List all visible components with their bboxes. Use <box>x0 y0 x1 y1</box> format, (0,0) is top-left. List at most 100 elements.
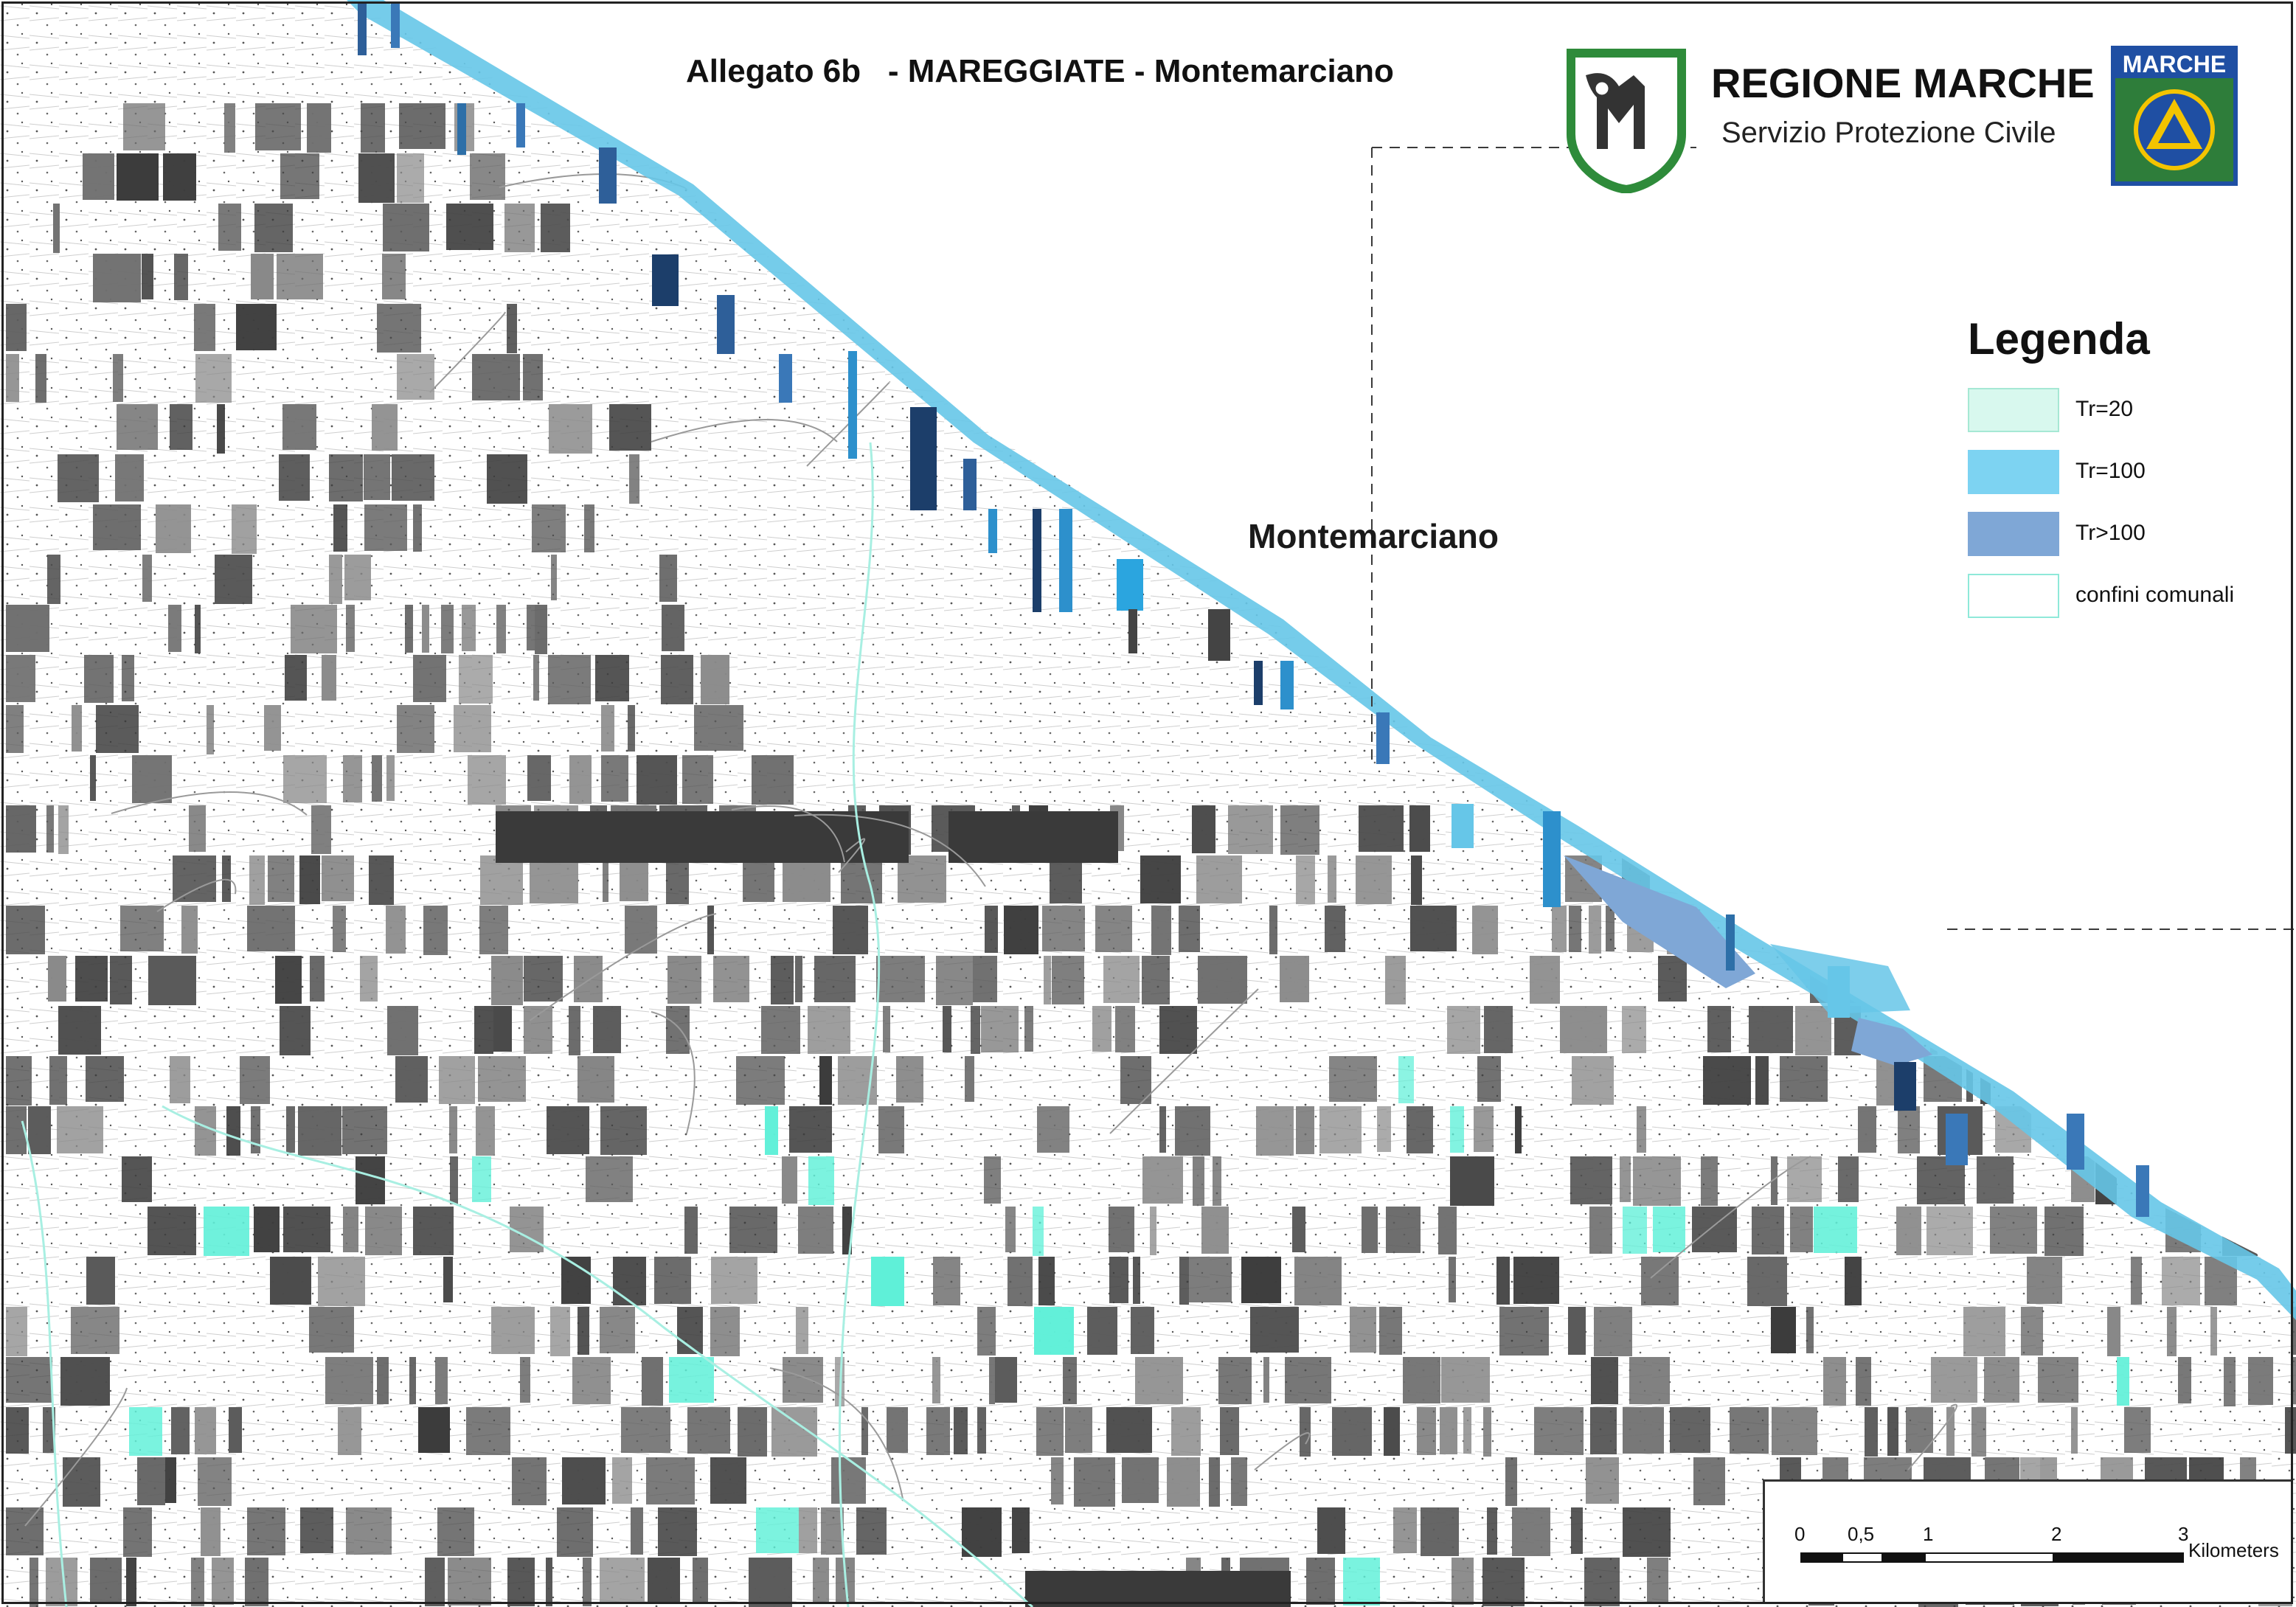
raster-block <box>142 254 153 299</box>
raster-block <box>1560 1006 1607 1053</box>
raster-block <box>1590 1407 1617 1454</box>
raster-block <box>325 1357 373 1404</box>
raster-block <box>201 1507 221 1556</box>
raster-block <box>1633 1156 1681 1206</box>
raster-block <box>962 1507 1002 1557</box>
raster-block <box>75 956 108 1002</box>
raster-block <box>2021 1307 2043 1356</box>
raster-block <box>6 655 35 702</box>
raster-block <box>58 1006 101 1055</box>
raster-block <box>1898 1106 1920 1153</box>
raster-block <box>1629 1357 1670 1404</box>
raster-block <box>1838 1156 1859 1202</box>
raster-block <box>524 956 563 1002</box>
raster-block <box>1755 1056 1769 1105</box>
raster-block <box>493 1006 512 1052</box>
raster-block <box>600 1307 635 1353</box>
raster-block <box>861 1407 868 1455</box>
raster-block <box>1571 1507 1583 1554</box>
raster-block <box>392 454 434 501</box>
scale-bar: 0 0,5 1 2 3 Kilometers <box>1763 1479 2291 1602</box>
raster-block <box>932 1357 940 1403</box>
raster-block <box>446 204 493 250</box>
raster-block <box>736 1056 785 1105</box>
raster-block <box>1484 1006 1513 1053</box>
coastal-marker <box>1208 609 1230 661</box>
raster-block <box>1403 1357 1440 1403</box>
raster-block <box>1971 1407 1986 1457</box>
raster-block <box>343 755 362 802</box>
coastal-marker <box>963 459 977 510</box>
raster-block <box>546 1558 552 1606</box>
legend-label: Tr=20 <box>2075 397 2134 421</box>
raster-block <box>343 1207 358 1252</box>
scale-tick: 1 <box>1923 1523 1934 1545</box>
raster-block <box>443 1257 453 1302</box>
raster-block <box>1896 1207 1921 1255</box>
raster-block <box>2130 1106 2167 1154</box>
raster-block <box>251 1106 260 1153</box>
raster-block <box>948 811 1118 863</box>
raster-block <box>2248 1106 2273 1154</box>
raster-block <box>1135 1357 1183 1404</box>
raster-block <box>212 1558 234 1605</box>
raster-block <box>1142 1156 1183 1204</box>
raster-block <box>170 1056 190 1103</box>
raster-block <box>819 1056 832 1105</box>
road-line <box>24 1387 128 1527</box>
raster-block <box>761 1006 800 1054</box>
raster-block <box>1848 906 1894 954</box>
raster-block <box>1175 1106 1210 1156</box>
raster-block <box>170 404 193 450</box>
raster-block <box>198 1457 232 1506</box>
raster-block <box>1990 1207 2037 1254</box>
raster-block <box>749 1558 792 1607</box>
raster-block <box>738 1407 767 1457</box>
raster-block <box>1209 1457 1220 1507</box>
raster-block <box>454 705 491 752</box>
raster-block <box>2124 1407 2151 1453</box>
raster-block <box>1033 1207 1044 1256</box>
raster-block <box>2248 1357 2273 1405</box>
raster-block <box>796 1307 808 1354</box>
raster-block <box>1730 1407 1769 1454</box>
raster-block <box>1703 1056 1751 1105</box>
raster-block <box>842 1207 852 1254</box>
raster-block <box>1122 1457 1159 1503</box>
raster-block <box>1594 1307 1632 1356</box>
road-line <box>111 791 308 816</box>
coastal-marker <box>848 351 857 459</box>
raster-block <box>369 855 394 905</box>
raster-block <box>386 906 406 954</box>
raster-block <box>1280 956 1309 1002</box>
raster-block <box>1623 1507 1671 1557</box>
raster-block <box>1534 1407 1584 1455</box>
raster-block <box>2151 855 2160 905</box>
coastal-marker <box>1376 712 1390 764</box>
raster-block <box>386 755 395 801</box>
raster-block <box>2269 855 2296 902</box>
raster-block <box>6 906 45 954</box>
raster-block <box>6 1507 44 1555</box>
raster-block <box>1771 1307 1796 1353</box>
raster-block <box>2229 1156 2250 1205</box>
raster-block <box>1622 1006 1646 1053</box>
raster-block <box>156 504 191 553</box>
raster-block <box>448 1558 491 1606</box>
raster-block <box>1987 805 1993 853</box>
raster-block <box>358 153 395 203</box>
raster-block <box>713 956 749 1002</box>
raster-block <box>798 1207 833 1254</box>
raster-block <box>896 1056 923 1103</box>
raster-block <box>96 705 139 753</box>
raster-block <box>268 855 294 902</box>
raster-block <box>462 605 476 651</box>
raster-block <box>898 855 946 903</box>
raster-block <box>236 304 277 350</box>
raster-block <box>1294 1257 1342 1305</box>
raster-block <box>584 504 594 552</box>
raster-block <box>1386 1207 1421 1253</box>
coastal-marker <box>1726 914 1735 971</box>
raster-block <box>279 454 310 501</box>
